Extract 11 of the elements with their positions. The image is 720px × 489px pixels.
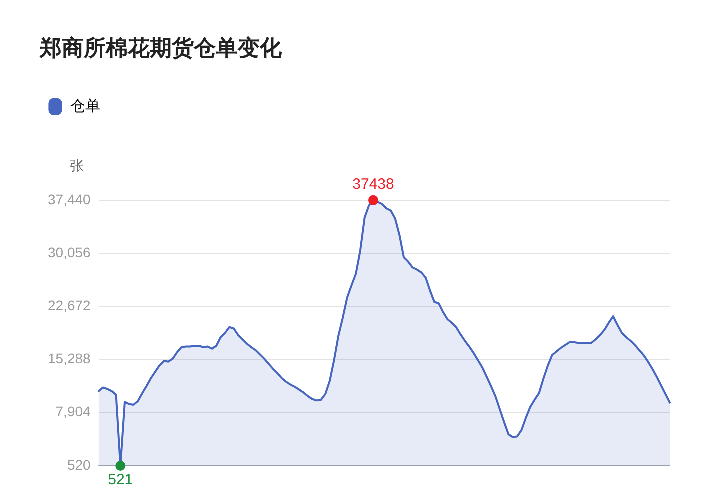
y-axis-title: 张 [70,157,84,174]
y-tick-label: 37,440 [48,191,92,208]
y-tick-label: 7,904 [56,404,92,420]
y-tick-label: 22,672 [48,298,92,314]
annotation: 37438 [352,176,394,194]
legend-label: 仓单 [70,98,100,116]
y-tick-label: 520 [67,456,92,473]
y-tick-label: 15,288 [48,350,92,367]
chart-title: 郑商所棉花期货仓单变化 [39,35,283,60]
annotation: 521 [108,472,134,489]
y-tick-label: 30,056 [48,244,92,260]
